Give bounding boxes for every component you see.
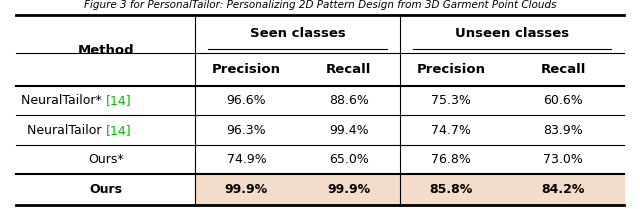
Text: 73.0%: 73.0% — [543, 153, 583, 166]
Text: 60.6%: 60.6% — [543, 94, 583, 107]
Text: 74.7%: 74.7% — [431, 124, 471, 137]
Text: NeuralTailor*: NeuralTailor* — [21, 94, 106, 107]
Text: 96.3%: 96.3% — [227, 124, 266, 137]
Text: 99.4%: 99.4% — [329, 124, 369, 137]
Text: Recall: Recall — [326, 63, 371, 76]
Text: 83.9%: 83.9% — [543, 124, 583, 137]
Text: Unseen classes: Unseen classes — [455, 27, 569, 40]
Text: 96.6%: 96.6% — [227, 94, 266, 107]
Text: 84.2%: 84.2% — [541, 183, 585, 196]
Text: 88.6%: 88.6% — [329, 94, 369, 107]
Text: Method: Method — [77, 44, 134, 57]
Bar — [195, 174, 624, 205]
Text: Precision: Precision — [417, 63, 486, 76]
Text: 85.8%: 85.8% — [429, 183, 473, 196]
Text: [14]: [14] — [106, 124, 131, 137]
Text: 65.0%: 65.0% — [329, 153, 369, 166]
Text: Ours*: Ours* — [88, 153, 124, 166]
Text: 74.9%: 74.9% — [227, 153, 266, 166]
Text: Figure 3 for PersonalTailor: Personalizing 2D Pattern Design from 3D Garment Poi: Figure 3 for PersonalTailor: Personalizi… — [84, 0, 556, 10]
Text: Precision: Precision — [212, 63, 281, 76]
Text: 75.3%: 75.3% — [431, 94, 471, 107]
Text: 76.8%: 76.8% — [431, 153, 471, 166]
Text: Ours: Ours — [89, 183, 122, 196]
Text: [14]: [14] — [106, 94, 131, 107]
Text: 99.9%: 99.9% — [327, 183, 371, 196]
Text: NeuralTailor: NeuralTailor — [27, 124, 106, 137]
Text: Recall: Recall — [541, 63, 586, 76]
Text: 99.9%: 99.9% — [225, 183, 268, 196]
Text: Seen classes: Seen classes — [250, 27, 346, 40]
